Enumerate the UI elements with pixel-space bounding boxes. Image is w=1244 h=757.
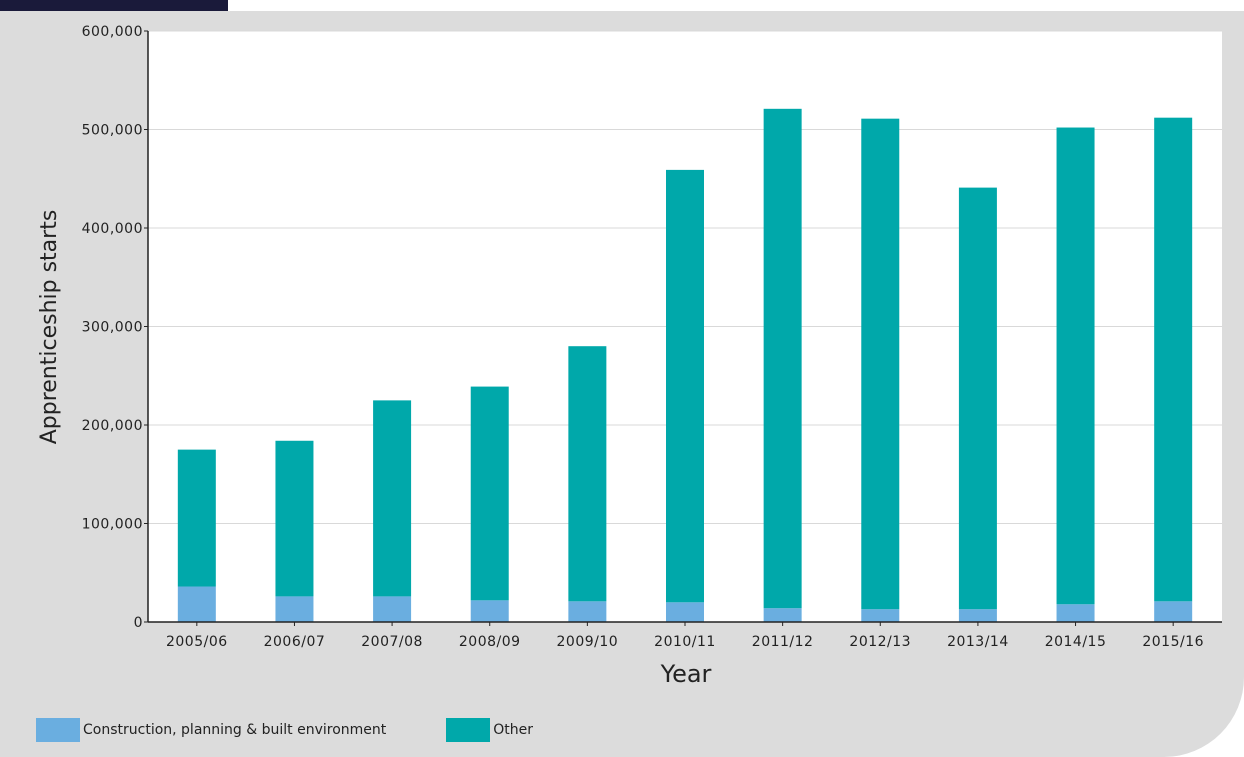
bar-other <box>568 346 607 602</box>
x-tick-labels: 2005/06 2006/07 2007/08 2008/09 2009/10 2010/… <box>166 622 1204 650</box>
y-tick-label: 100,000 <box>82 517 143 533</box>
legend-label-other: Other <box>493 722 534 738</box>
bar-construction <box>763 608 802 622</box>
y-tick-label: 200,000 <box>82 418 143 434</box>
y-tick-label: 0 <box>134 615 143 631</box>
x-tick-label: 2015/16 <box>1142 634 1204 650</box>
x-tick-label: 2011/12 <box>752 634 814 650</box>
bar-construction <box>470 600 509 622</box>
y-tick-label: 300,000 <box>82 320 143 336</box>
y-tick-label: 600,000 <box>82 24 143 40</box>
bar-construction <box>666 602 704 622</box>
bar-other <box>1154 117 1193 602</box>
y-axis-title: Apprenticeship starts <box>37 210 62 445</box>
x-tick-label: 2012/13 <box>849 634 911 650</box>
bar-construction <box>958 609 997 622</box>
bar-other <box>1056 127 1095 605</box>
legend: Construction, planning & built environme… <box>36 718 533 742</box>
bar-other <box>861 118 900 610</box>
bar-other <box>763 108 802 609</box>
bar-other <box>666 169 704 603</box>
y-tick-label: 500,000 <box>82 123 143 139</box>
bar-other <box>275 440 314 597</box>
y-tick-label: 400,000 <box>82 221 143 237</box>
x-tick-label: 2013/14 <box>947 634 1009 650</box>
legend-swatch-other <box>446 718 491 742</box>
bar-other <box>470 386 509 601</box>
header-tab <box>0 0 228 11</box>
legend-label-construction: Construction, planning & built environme… <box>83 722 387 738</box>
bar-construction <box>177 586 216 622</box>
bar-construction <box>861 609 900 622</box>
legend-swatch-construction <box>36 718 80 742</box>
bar-other <box>958 187 997 610</box>
x-tick-label: 2005/06 <box>166 634 228 650</box>
bar-other <box>177 449 216 587</box>
bars <box>177 108 1193 622</box>
legend-item-construction: Construction, planning & built environme… <box>36 718 386 742</box>
x-tick-label: 2008/09 <box>459 634 521 650</box>
x-tick-label: 2010/11 <box>654 634 716 650</box>
bar-construction <box>568 601 607 622</box>
x-tick-label: 2014/15 <box>1045 634 1107 650</box>
bar-other <box>373 400 412 597</box>
bar-construction <box>1056 604 1095 622</box>
bar-construction <box>1154 601 1193 622</box>
x-tick-label: 2007/08 <box>361 634 423 650</box>
x-tick-label: 2006/07 <box>264 634 326 650</box>
bar-construction <box>373 596 412 622</box>
y-tick-labels: 0 100,000 200,000 300,000 400,000 500,000 600,… <box>82 24 148 631</box>
legend-item-other: Other <box>446 718 533 742</box>
x-tick-label: 2009/10 <box>557 634 619 650</box>
bar-construction <box>275 596 314 622</box>
x-axis-title: Year <box>660 660 712 688</box>
